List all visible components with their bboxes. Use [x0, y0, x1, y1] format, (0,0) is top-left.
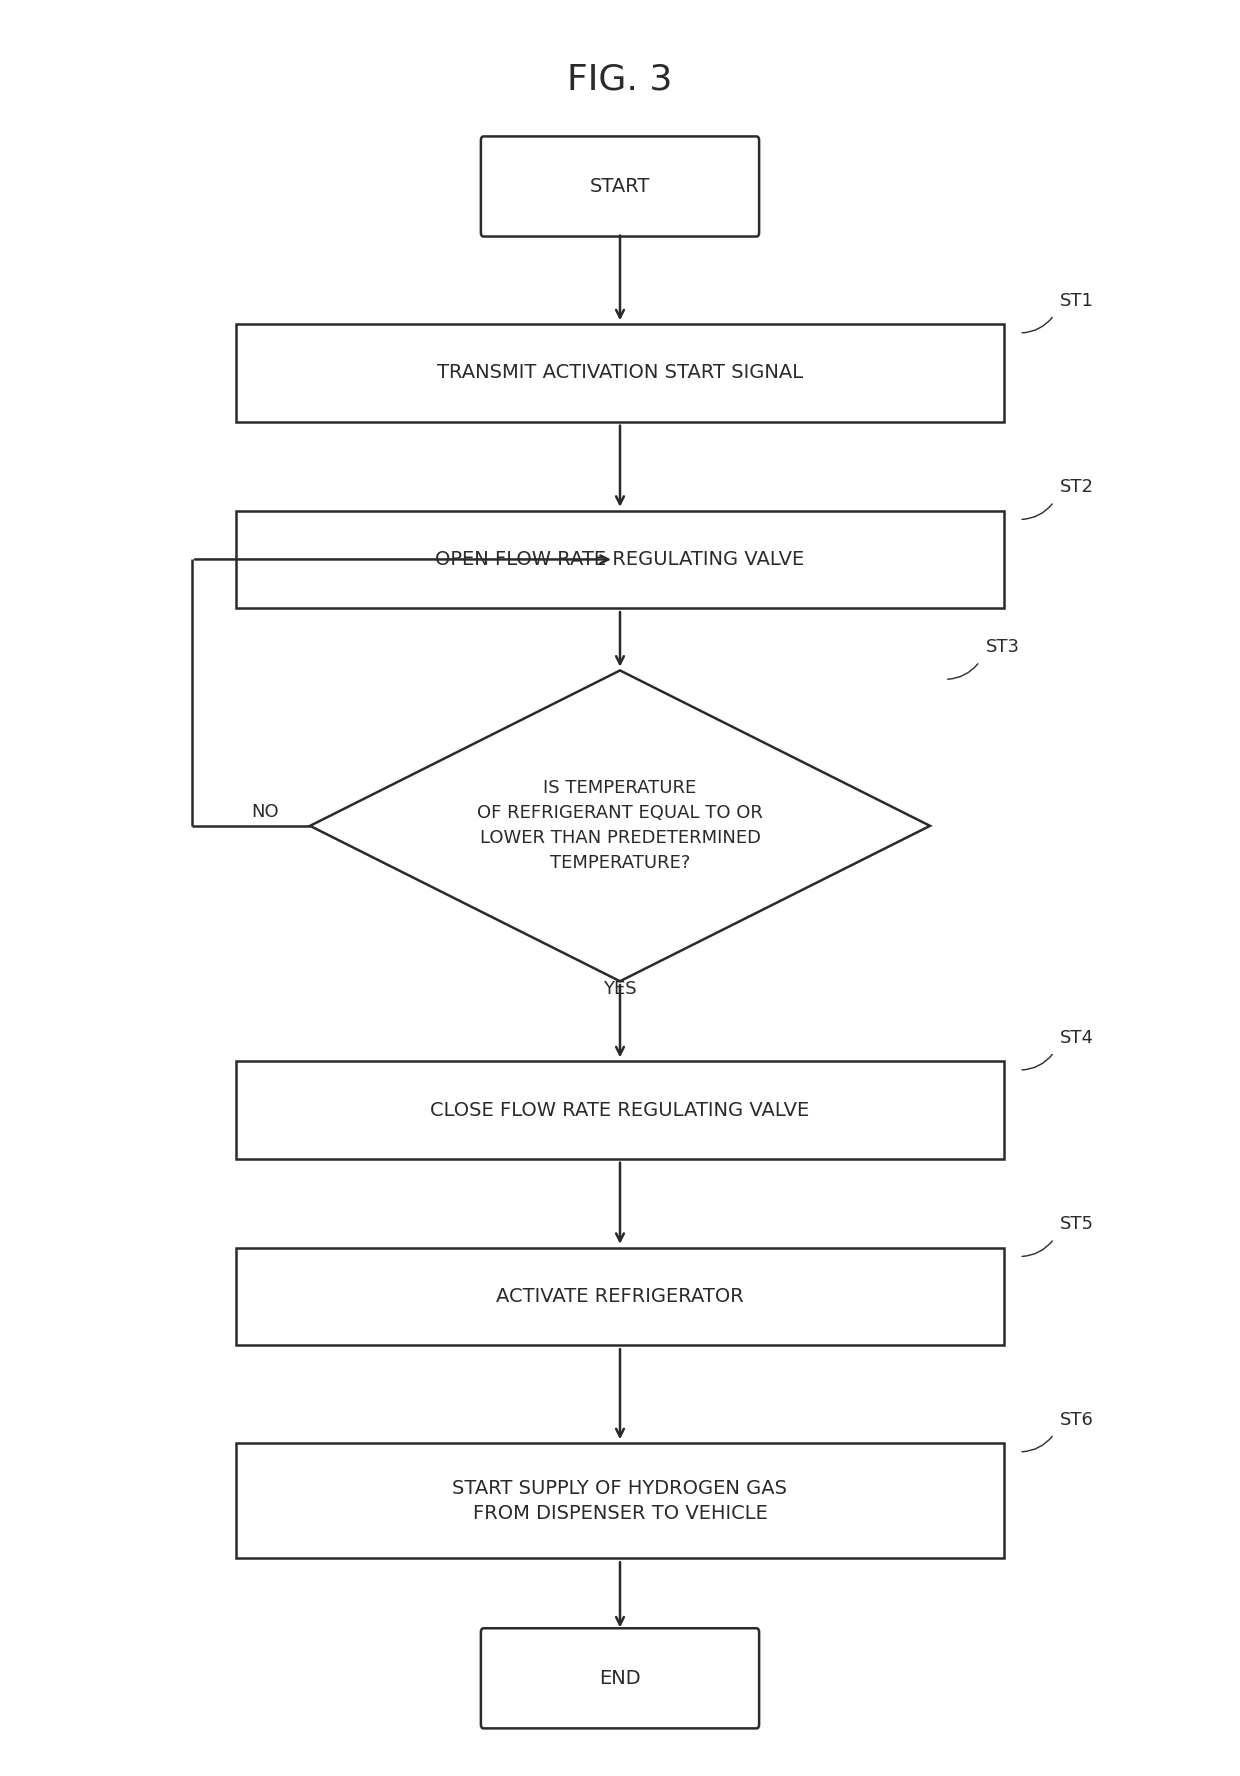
Text: ST1: ST1 — [1060, 291, 1094, 311]
Bar — [236, 1060, 1004, 1160]
Text: YES: YES — [603, 980, 637, 998]
Text: ST6: ST6 — [1060, 1410, 1094, 1428]
Polygon shape — [310, 671, 930, 980]
Text: ST4: ST4 — [1060, 1028, 1094, 1048]
Text: ST2: ST2 — [1060, 478, 1094, 497]
Bar — [236, 323, 1004, 423]
FancyBboxPatch shape — [481, 137, 759, 236]
Text: END: END — [599, 1669, 641, 1687]
Text: START SUPPLY OF HYDROGEN GAS
FROM DISPENSER TO VEHICLE: START SUPPLY OF HYDROGEN GAS FROM DISPEN… — [453, 1479, 787, 1522]
Text: START: START — [590, 178, 650, 195]
Bar — [236, 511, 1004, 607]
Text: ACTIVATE REFRIGERATOR: ACTIVATE REFRIGERATOR — [496, 1288, 744, 1305]
Text: ST3: ST3 — [986, 638, 1019, 655]
Bar — [236, 1247, 1004, 1346]
Text: ST5: ST5 — [1060, 1215, 1094, 1233]
Text: NO: NO — [252, 803, 279, 821]
Text: TRANSMIT ACTIVATION START SIGNAL: TRANSMIT ACTIVATION START SIGNAL — [436, 364, 804, 382]
Text: OPEN FLOW RATE REGULATING VALVE: OPEN FLOW RATE REGULATING VALVE — [435, 551, 805, 568]
FancyBboxPatch shape — [481, 1629, 759, 1728]
Bar — [236, 1442, 1004, 1559]
Text: IS TEMPERATURE
OF REFRIGERANT EQUAL TO OR
LOWER THAN PREDETERMINED
TEMPERATURE?: IS TEMPERATURE OF REFRIGERANT EQUAL TO O… — [477, 780, 763, 872]
Text: FIG. 3: FIG. 3 — [568, 62, 672, 98]
Text: CLOSE FLOW RATE REGULATING VALVE: CLOSE FLOW RATE REGULATING VALVE — [430, 1101, 810, 1119]
